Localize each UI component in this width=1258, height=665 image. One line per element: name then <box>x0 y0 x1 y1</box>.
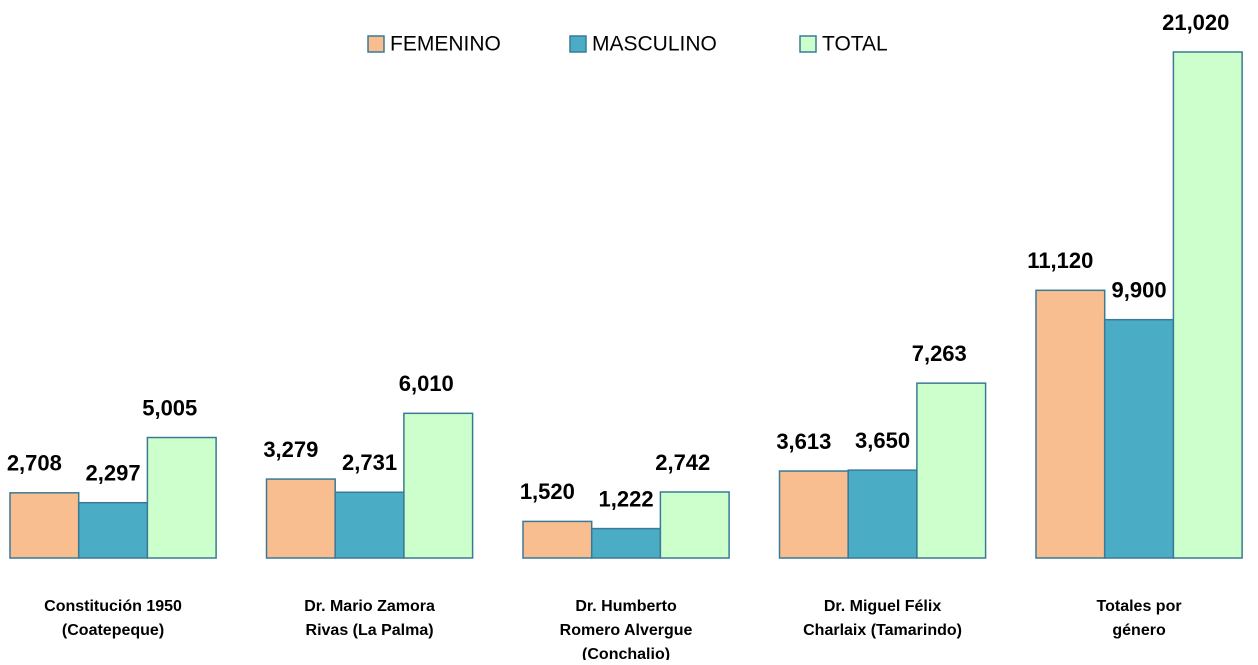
category-line: (Coatepeque) <box>62 622 164 639</box>
category-line: Rivas (La Palma) <box>306 622 434 639</box>
legend-swatch <box>569 35 587 53</box>
value-label: 3,279 <box>263 437 318 462</box>
value-label: 2,731 <box>342 450 397 475</box>
value-label: 11,120 <box>1027 248 1093 273</box>
value-label: 2,297 <box>86 461 141 486</box>
category-line: Charlaix (Tamarindo) <box>803 622 962 639</box>
legend-label: FEMENINO <box>390 33 501 56</box>
bar <box>334 491 405 559</box>
value-label: 21,020 <box>1162 10 1229 35</box>
category-line: Dr. Miguel Félix <box>824 598 941 615</box>
category-line: (Conchalio) <box>582 646 670 660</box>
value-label: 2,742 <box>655 450 710 475</box>
category-label: Totales por género <box>1097 598 1182 639</box>
bar <box>916 382 987 559</box>
bar <box>265 478 336 559</box>
value-label: 1,222 <box>599 486 654 511</box>
category-line: género <box>1112 622 1166 639</box>
bar <box>590 527 662 559</box>
value-label: 3,613 <box>776 429 831 454</box>
legend-label: MASCULINO <box>592 33 717 56</box>
bar <box>1172 51 1243 559</box>
bar <box>146 436 217 559</box>
legend-label: TOTAL <box>822 33 888 56</box>
bar <box>9 492 80 559</box>
bar <box>522 520 593 559</box>
bar <box>847 469 918 559</box>
bar <box>1103 318 1175 559</box>
bar <box>778 470 849 559</box>
category-line: Dr. Mario Zamora <box>304 598 435 615</box>
value-label: 1,520 <box>520 479 575 504</box>
legend-swatch <box>799 35 817 53</box>
bar <box>659 491 730 559</box>
value-label: 3,650 <box>855 428 910 453</box>
bar <box>403 412 474 559</box>
value-label: 5,005 <box>142 395 197 420</box>
value-label: 9,900 <box>1112 277 1167 302</box>
category-line: Constitución 1950 <box>44 598 182 615</box>
value-label: 7,263 <box>912 341 967 366</box>
category-line: Dr. Humberto <box>575 598 677 615</box>
category-line: Totales por <box>1097 598 1182 615</box>
bar <box>1035 289 1106 559</box>
value-label: 2,708 <box>7 451 62 476</box>
category-label: Dr. Miguel Félix Charlaix (Tamarindo) <box>803 598 962 639</box>
bar <box>77 501 149 559</box>
category-line: Romero Alvergue <box>560 622 693 639</box>
category-label: Dr. Humberto Romero Alvergue (Conchalio) <box>560 598 693 660</box>
category-label: Dr. Mario Zamora Rivas (La Palma) <box>304 598 435 639</box>
category-label: Constitución 1950 (Coatepeque) <box>44 598 182 639</box>
value-label: 6,010 <box>399 371 454 396</box>
legend-swatch <box>367 35 385 53</box>
